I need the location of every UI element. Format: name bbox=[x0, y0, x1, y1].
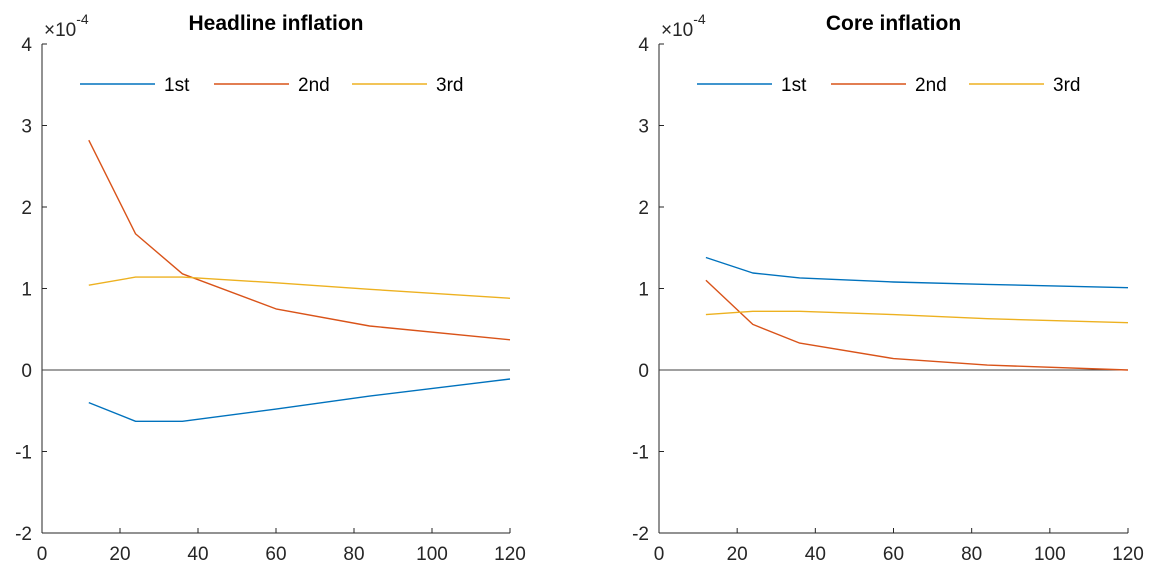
y-axis-multiplier-base: ×10 bbox=[44, 20, 76, 41]
x-tick-label: 40 bbox=[805, 544, 826, 565]
y-tick-label: 3 bbox=[638, 117, 649, 138]
x-tick-label: 80 bbox=[961, 544, 982, 565]
y-tick-label: -2 bbox=[15, 524, 32, 545]
y-axis-multiplier-base: ×10 bbox=[661, 20, 693, 41]
y-tick-label: 3 bbox=[21, 117, 32, 138]
legend: 1st 2nd 3rd bbox=[80, 75, 463, 96]
legend-label-1st: 1st bbox=[164, 75, 190, 96]
legend-label-3rd: 3rd bbox=[1053, 75, 1080, 96]
x-tick-label: 20 bbox=[109, 544, 130, 565]
series-line-2nd bbox=[88, 139, 511, 341]
core-panel: 0 20 40 60 80 100 120 -2 -1 0 1 2 3 4 ×10-4 Core inflat… bbox=[632, 11, 1144, 565]
y-tick-label: 4 bbox=[638, 35, 649, 56]
series-line-1st bbox=[88, 378, 511, 422]
x-tick-label: 80 bbox=[343, 544, 364, 565]
x-tick-label: 60 bbox=[883, 544, 904, 565]
y-tick-label: 1 bbox=[21, 280, 32, 301]
legend: 1st 2nd 3rd bbox=[697, 75, 1080, 96]
legend-label-3rd: 3rd bbox=[436, 75, 463, 96]
x-tick-label: 0 bbox=[654, 544, 665, 565]
y-tick-label: -1 bbox=[632, 443, 649, 464]
x-tick-label: 60 bbox=[265, 544, 286, 565]
legend-label-2nd: 2nd bbox=[915, 75, 947, 96]
x-tick-label: 100 bbox=[1034, 544, 1066, 565]
y-tick-label: 1 bbox=[638, 280, 649, 301]
x-tick-label: 20 bbox=[727, 544, 748, 565]
y-tick-label: 2 bbox=[21, 198, 32, 219]
y-tick-label: -1 bbox=[15, 443, 32, 464]
x-tick-label: 120 bbox=[1112, 544, 1144, 565]
legend-label-2nd: 2nd bbox=[298, 75, 330, 96]
y-tick-label: 0 bbox=[638, 361, 649, 382]
y-tick-label: 2 bbox=[638, 198, 649, 219]
series-line-3rd bbox=[705, 310, 1129, 324]
headline-panel: 0 20 40 60 80 100 120 -2 -1 0 1 2 3 4 ×10-4 Headline in… bbox=[15, 11, 526, 565]
series-line-3rd bbox=[88, 276, 511, 299]
chart-title: Core inflation bbox=[826, 12, 961, 35]
series-line-1st bbox=[705, 256, 1129, 289]
legend-label-1st: 1st bbox=[781, 75, 807, 96]
y-tick-label: 4 bbox=[21, 35, 32, 56]
y-axis-multiplier-exponent: -4 bbox=[76, 11, 89, 27]
x-tick-label: 0 bbox=[37, 544, 48, 565]
y-tick-label: 0 bbox=[21, 361, 32, 382]
x-tick-label: 100 bbox=[416, 544, 448, 565]
y-tick-label: -2 bbox=[632, 524, 649, 545]
x-tick-label: 40 bbox=[187, 544, 208, 565]
chart-title: Headline inflation bbox=[188, 12, 363, 35]
series-line-2nd bbox=[705, 279, 1129, 371]
x-tick-label: 120 bbox=[494, 544, 526, 565]
y-axis-multiplier: ×10-4 bbox=[661, 11, 706, 41]
y-axis-multiplier: ×10-4 bbox=[44, 11, 89, 41]
y-axis-multiplier-exponent: -4 bbox=[693, 11, 706, 27]
